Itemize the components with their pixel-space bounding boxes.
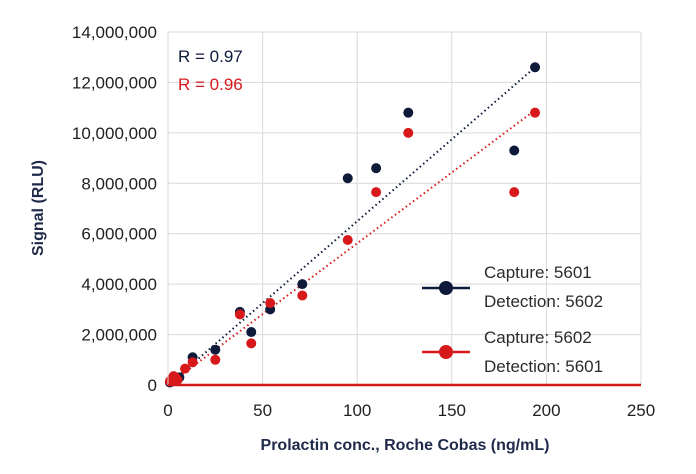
data-points [164, 62, 541, 388]
data-point-series-1 [403, 107, 414, 118]
data-point-series-2 [403, 127, 414, 138]
x-tick-label: 200 [532, 401, 560, 420]
data-point-series-1 [297, 279, 308, 290]
data-point-series-2 [172, 374, 183, 385]
r-value-label-1: R = 0.97 [178, 47, 243, 66]
data-point-series-2 [530, 107, 541, 118]
legend-marker-1 [439, 281, 453, 295]
data-point-series-2 [342, 235, 353, 246]
axes: 0 2,000,000 4,000,000 6,000,000 8,000,000 10,… [72, 23, 655, 420]
data-point-series-1 [530, 62, 541, 73]
data-point-series-1 [509, 145, 520, 156]
data-point-series-2 [265, 298, 276, 309]
x-tick-label: 250 [627, 401, 655, 420]
legend-marker-2 [439, 345, 453, 359]
legend: Capture: 5601 Detection: 5602 Capture: 5… [422, 263, 603, 376]
y-axis-title: Signal (RLU) [30, 160, 47, 256]
data-point-series-2 [509, 187, 520, 198]
y-tick-label: 10,000,000 [72, 124, 157, 143]
data-point-series-2 [371, 187, 382, 198]
data-point-series-1 [342, 173, 353, 184]
y-tick-label: 8,000,000 [81, 174, 157, 193]
data-point-series-2 [180, 363, 191, 374]
legend-label-2b: Detection: 5601 [484, 357, 603, 376]
y-tick-label: 12,000,000 [72, 73, 157, 92]
y-tick-label: 0 [148, 376, 157, 395]
x-tick-label: 0 [163, 401, 172, 420]
trendlines [167, 66, 536, 386]
y-tick-label: 14,000,000 [72, 23, 157, 42]
data-point-series-1 [371, 163, 382, 174]
legend-entry-2: Capture: 5602 Detection: 5601 [422, 328, 603, 376]
y-tick-label: 4,000,000 [81, 275, 157, 294]
x-tick-label: 150 [438, 401, 466, 420]
trendline-1 [167, 66, 536, 386]
y-tick-label: 2,000,000 [81, 326, 157, 345]
legend-entry-1: Capture: 5601 Detection: 5602 [422, 263, 603, 311]
data-point-series-2 [246, 338, 257, 349]
legend-label-1a: Capture: 5601 [484, 263, 592, 282]
legend-label-2a: Capture: 5602 [484, 328, 592, 347]
x-axis-title: Prolactin conc., Roche Cobas (ng/mL) [261, 437, 550, 454]
r-value-label-2: R = 0.96 [178, 75, 243, 94]
data-point-series-1 [246, 327, 257, 338]
trendline-2 [167, 109, 536, 386]
data-point-series-2 [297, 290, 308, 301]
y-tick-label: 6,000,000 [81, 225, 157, 244]
x-tick-label: 50 [253, 401, 272, 420]
x-tick-label: 100 [343, 401, 371, 420]
data-point-series-2 [187, 357, 198, 368]
data-point-series-1 [210, 344, 221, 355]
data-point-series-2 [234, 309, 245, 320]
data-point-series-2 [210, 354, 221, 365]
legend-label-1b: Detection: 5602 [484, 292, 603, 311]
